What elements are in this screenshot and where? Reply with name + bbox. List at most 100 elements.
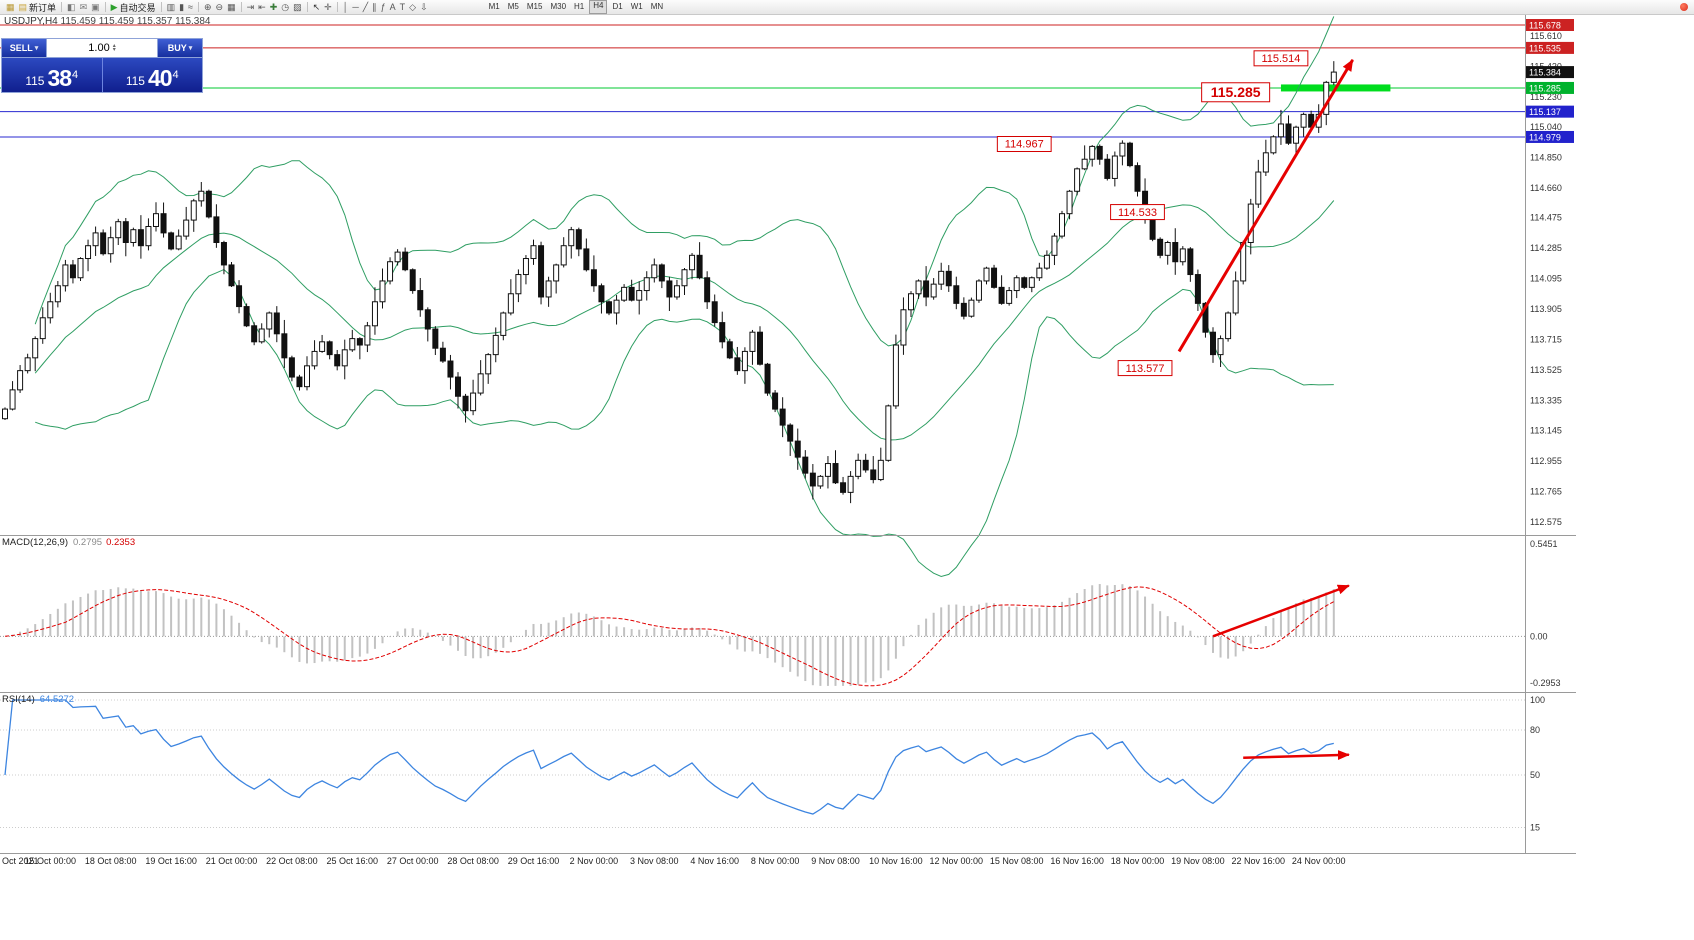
svg-text:Oct 2021: Oct 2021 [2,856,39,866]
volume-decrease-button[interactable]: ▾ [112,47,116,53]
svg-text:18 Oct 08:00: 18 Oct 08:00 [85,856,137,866]
mail-icon[interactable]: ✉ [78,1,90,13]
svg-text:114.095: 114.095 [1530,274,1562,284]
volume-increase-button[interactable]: ▴ [112,43,116,49]
toolbar-separator [160,2,162,12]
trendline-icon[interactable]: ╱ [361,1,370,13]
cursor-icon[interactable]: ↖ [311,1,323,13]
macd-signal-value: 0.2353 [106,537,136,548]
new-chart-icon[interactable]: ▦ [4,1,17,13]
mail-icon-glyph: ✉ [79,2,88,12]
svg-text:113.525: 113.525 [1530,365,1562,375]
buy-price-button[interactable]: 115 40 4 [101,58,202,92]
buy-price-figure: 115 [125,74,145,88]
timeframe-w1-button[interactable]: W1 [630,2,643,11]
line-chart-icon[interactable]: ≈ [186,1,195,13]
text-label-icon[interactable]: T [398,1,408,13]
vertical-line-icon[interactable]: │ [341,1,351,13]
trendline-icon-glyph: ╱ [362,2,369,12]
connection-status-icon [1680,3,1688,11]
shapes-icon-glyph: ◇ [409,2,417,12]
svg-text:115.610: 115.610 [1530,31,1562,41]
crosshair-icon[interactable]: ✛ [322,1,334,13]
fibonacci-icon[interactable]: ƒ [379,1,388,13]
trend-arrow-macd[interactable] [1212,584,1350,638]
timeframe-mn-button[interactable]: MN [650,2,664,11]
timeframe-m1-button[interactable]: M1 [488,2,500,11]
svg-text:24 Nov 00:00: 24 Nov 00:00 [1292,856,1346,866]
profiles-icon[interactable]: ◧ [65,1,78,13]
timeframe-h1-button[interactable]: H1 [574,2,585,11]
volume-spinner: ▴ ▾ [112,43,116,53]
sell-price-pips: 38 [47,65,72,91]
autotrading-button[interactable]: ▶ 自动交易 [109,1,158,13]
timeframe-d1-button[interactable]: D1 [612,2,623,11]
macd-histogram [11,584,1335,686]
trend-arrow-main[interactable] [1177,59,1354,353]
svg-text:15 Oct 00:00: 15 Oct 00:00 [25,856,77,866]
timeframe-h4-button[interactable]: H4 [589,0,608,14]
toolbar-separator [240,2,242,12]
candlestick-chart-icon-glyph: ▮ [179,2,185,12]
timeframe-m15-button[interactable]: M15 [526,2,543,11]
templates-icon[interactable]: ▨ [291,1,304,13]
text-icon[interactable]: A [388,1,398,13]
svg-text:18 Nov 00:00: 18 Nov 00:00 [1111,856,1165,866]
chart-shift-icon[interactable]: ⇤ [256,1,268,13]
macd-panel: 0.5451 0.00 -0.2953 [0,539,1561,688]
buy-dropdown-icon: ▾ [188,45,193,52]
timeframe-m5-button[interactable]: M5 [507,2,519,11]
sell-button[interactable]: SELL ▾ [2,39,46,57]
timeframe-m30-button[interactable]: M30 [550,2,567,11]
periods-icon[interactable]: ◷ [279,1,291,13]
svg-text:12 Nov 00:00: 12 Nov 00:00 [930,856,984,866]
price-badge-115.384: 115.384 [1526,66,1574,79]
news-icon[interactable]: ▣ [89,1,102,13]
toolbar-separator [104,2,106,12]
bar-chart-icon[interactable]: ▥ [165,1,178,13]
shapes-icon[interactable]: ◇ [407,1,418,13]
buy-label: BUY [167,43,187,53]
callout-115.514[interactable]: 115.514 [1253,50,1309,67]
callout-114.533[interactable]: 114.533 [1110,204,1165,221]
svg-text:100: 100 [1530,695,1545,705]
price-badge-115.285: 115.285 [1526,81,1574,94]
buy-button[interactable]: BUY ▾ [158,39,202,57]
auto-scroll-icon[interactable]: ⇥ [245,1,257,13]
candlestick-chart-icon[interactable]: ▮ [177,1,186,13]
horizontal-line-icon[interactable]: ─ [350,1,360,13]
callout-114.967[interactable]: 114.967 [996,136,1052,153]
zoom-out-icon-glyph: ⊖ [215,2,224,12]
new-order-button[interactable]: ▤ 新订单 [17,1,59,13]
fibonacci-icon-glyph: ƒ [380,2,386,12]
zoom-in-icon[interactable]: ⊕ [202,1,214,13]
svg-text:113.577: 113.577 [1126,363,1165,375]
equidistant-channel-icon[interactable]: ∥ [370,1,379,13]
tile-windows-icon[interactable]: ▦ [225,1,238,13]
callout-115.285[interactable]: 115.285 [1201,82,1271,103]
svg-text:9 Nov 08:00: 9 Nov 08:00 [811,856,860,866]
trend-arrow-rsi[interactable] [1243,750,1350,761]
arrows-tool-icon-glyph: ⇩ [420,2,428,12]
svg-text:27 Oct 00:00: 27 Oct 00:00 [387,856,439,866]
auto-scroll-icon-glyph: ⇥ [246,2,255,12]
svg-text:113.335: 113.335 [1530,395,1562,405]
svg-text:0.00: 0.00 [1530,631,1548,641]
svg-text:16 Nov 16:00: 16 Nov 16:00 [1050,856,1104,866]
volume-input[interactable]: 1.00 ▴ ▾ [46,39,158,57]
indicators-icon[interactable]: ✚ [268,1,280,13]
callout-113.577[interactable]: 113.577 [1117,360,1173,377]
svg-text:114.660: 114.660 [1530,183,1562,193]
toolbar: ▦ ▤ 新订单 ◧ ✉ ▣ ▶ 自动交易 ▥ ▮ ≈ ⊕ ⊖ ▦ ⇥ ⇤ ✚ ◷ ▨ ↖ ✛ │ ─ ╱ ∥ ƒ A T ◇ ⇩ M1 M5 M… [0,0,1694,15]
macd-title: MACD(12,26,9) [2,537,68,548]
horizontal-lines[interactable] [0,24,1525,138]
price-axis[interactable]: 115.610115.420115.230115.040114.850114.6… [0,14,1576,854]
bollinger-middle [34,200,1335,441]
sell-dropdown-icon: ▾ [34,45,39,52]
zoom-out-icon[interactable]: ⊖ [214,1,226,13]
sell-price-button[interactable]: 115 38 4 [2,58,102,92]
svg-text:113.145: 113.145 [1530,426,1562,436]
arrows-tool-icon[interactable]: ⇩ [418,1,430,13]
